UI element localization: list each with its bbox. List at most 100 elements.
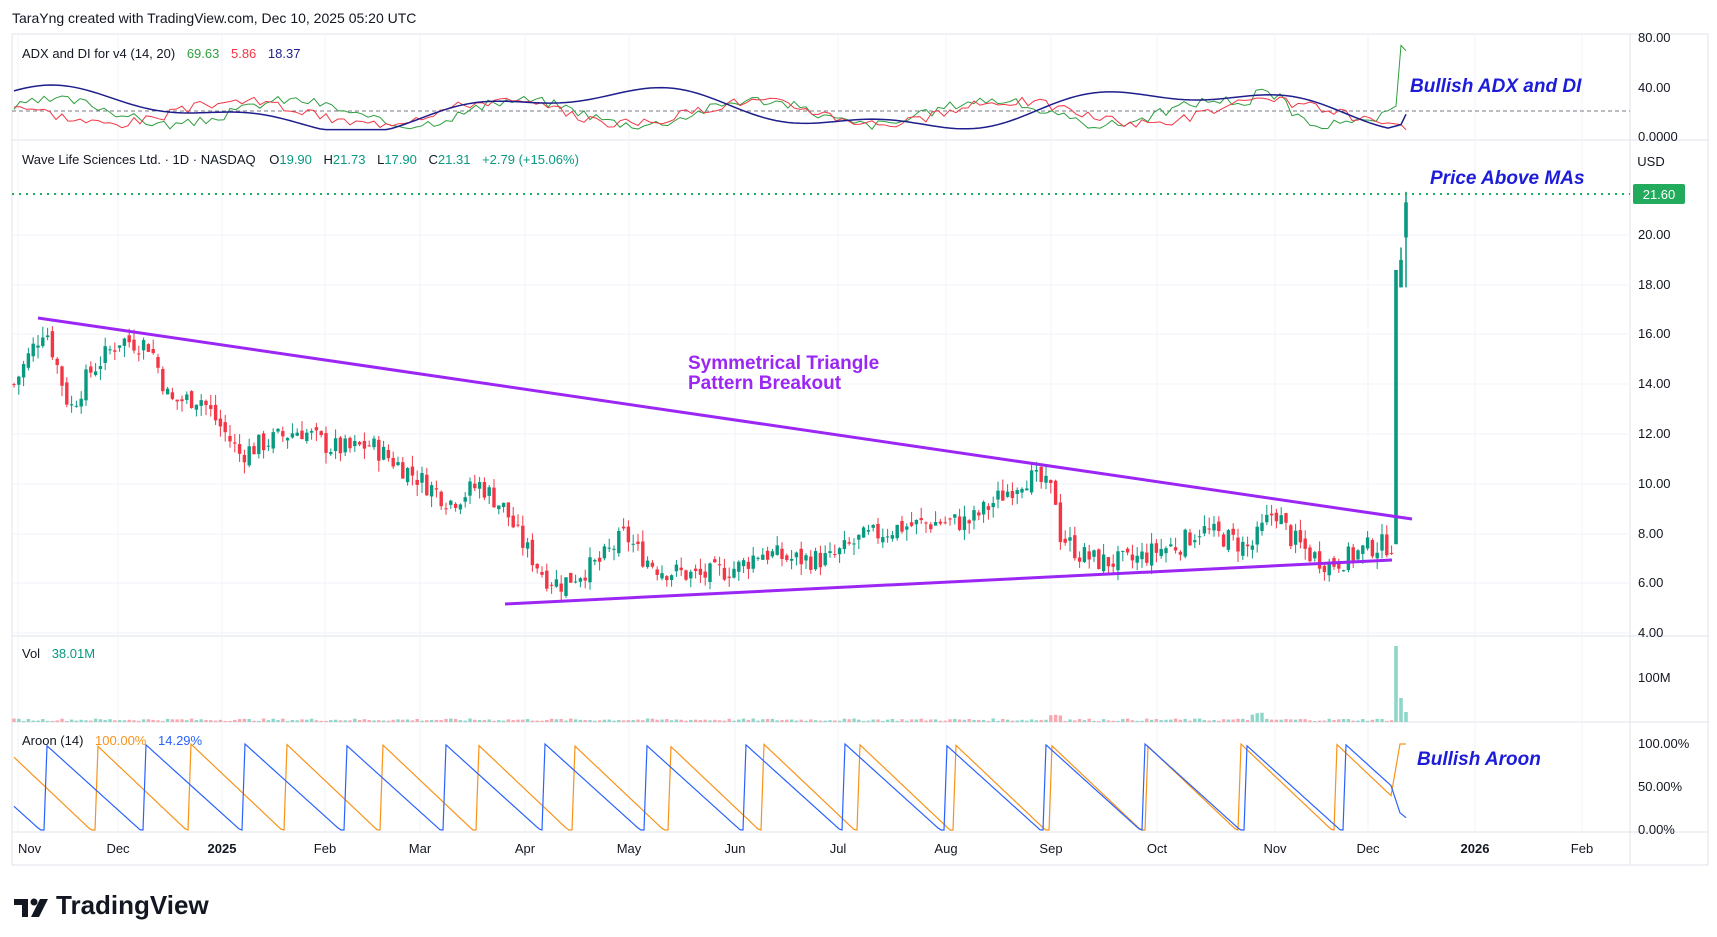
volume-bar xyxy=(103,719,107,722)
volume-bar xyxy=(69,719,74,722)
candle-body xyxy=(1116,551,1120,571)
volume-bar xyxy=(943,720,947,722)
volume-bar xyxy=(516,719,520,722)
volume-bar xyxy=(233,719,237,722)
candle-body xyxy=(1183,529,1187,557)
candle-body xyxy=(650,562,655,567)
candle-body xyxy=(569,572,573,583)
volume-bar xyxy=(554,719,559,722)
candle-body xyxy=(789,558,794,561)
candle-body xyxy=(468,481,472,496)
volume-bar xyxy=(996,720,1000,722)
candle-body xyxy=(12,384,16,386)
volume-bar xyxy=(60,718,64,722)
volume-bar xyxy=(1394,646,1398,722)
volume-bar xyxy=(857,719,861,722)
candle-body xyxy=(809,556,813,570)
candle-body xyxy=(871,525,875,528)
candle-body xyxy=(833,553,837,555)
candle-body xyxy=(156,356,160,368)
volume-bar xyxy=(463,720,467,722)
candle-body xyxy=(516,524,520,526)
candle-body xyxy=(727,576,731,578)
candle-body xyxy=(981,501,986,515)
time-axis-label: Feb xyxy=(314,841,336,856)
volume-bar xyxy=(741,718,746,722)
candle-body xyxy=(233,442,237,444)
volume-bar xyxy=(141,719,146,722)
candle-body xyxy=(842,540,847,550)
candle-body xyxy=(962,516,967,530)
volume-bar xyxy=(137,720,141,722)
candle-body xyxy=(333,438,338,452)
candle-body xyxy=(1125,548,1130,553)
candle-body xyxy=(439,491,443,507)
volume-bar xyxy=(645,718,650,722)
candle-body xyxy=(1337,563,1341,569)
adx-legend-plus: 69.63 xyxy=(187,46,220,61)
tradingview-logo[interactable]: TradingView xyxy=(14,890,209,921)
candle-body xyxy=(1097,549,1101,569)
candle-body xyxy=(84,369,88,401)
volume-bar xyxy=(1317,720,1322,722)
candle-body xyxy=(1308,547,1312,562)
candle-body xyxy=(530,539,535,566)
volume-bar xyxy=(165,718,170,722)
volume-bar xyxy=(333,719,338,722)
volume-bar xyxy=(938,720,943,722)
volume-bar xyxy=(612,720,616,722)
candle-body xyxy=(1284,513,1288,523)
volume-bar xyxy=(1178,719,1183,722)
volume-bar xyxy=(813,720,818,722)
candle-body xyxy=(1361,545,1365,554)
candle-body xyxy=(674,564,679,572)
candle-body xyxy=(1226,530,1231,550)
volume-bar xyxy=(1154,719,1159,722)
candle-body xyxy=(722,567,727,580)
volume-bar xyxy=(977,719,981,722)
volume-bar xyxy=(295,720,299,722)
volume-bar xyxy=(156,720,160,722)
candle-body xyxy=(1356,550,1360,560)
candle-body xyxy=(1145,552,1149,563)
upper-trendline xyxy=(37,316,1413,521)
candle-body xyxy=(602,546,607,559)
candle-body xyxy=(209,405,213,409)
candle-body xyxy=(612,548,616,550)
volume-bar xyxy=(477,720,482,722)
volume-bar xyxy=(708,720,712,722)
candle-body xyxy=(780,548,784,560)
volume-bar xyxy=(1341,719,1346,722)
volume-bar xyxy=(386,720,391,722)
candle-body xyxy=(473,483,477,489)
candle-body xyxy=(281,431,285,437)
candle-body xyxy=(621,526,626,529)
currency-label[interactable]: USD xyxy=(1637,154,1664,169)
volume-bar xyxy=(1337,719,1341,722)
volume-bar xyxy=(895,720,899,722)
volume-bar xyxy=(117,720,122,722)
volume-bar xyxy=(74,720,79,722)
time-axis-label: Feb xyxy=(1571,841,1593,856)
volume-bar xyxy=(353,718,357,722)
volume-bar xyxy=(785,719,789,722)
volume-bar xyxy=(674,719,679,722)
high-value: 21.73 xyxy=(333,152,366,167)
candle-body xyxy=(55,358,59,366)
candle-body xyxy=(1236,537,1240,552)
volume-bar xyxy=(314,720,319,722)
candle-body xyxy=(775,545,779,555)
volume-bar xyxy=(357,719,362,722)
volume-bar xyxy=(1183,718,1187,722)
volume-bar xyxy=(1298,719,1303,722)
volume-bar xyxy=(434,719,439,722)
volume-bar xyxy=(948,719,952,722)
volume-bar xyxy=(573,719,578,722)
candle-body xyxy=(1365,537,1370,549)
candle-body xyxy=(271,432,275,449)
candle-body xyxy=(756,557,760,559)
volume-bar xyxy=(84,720,88,722)
candle-body xyxy=(453,503,458,508)
volume-bar xyxy=(1260,712,1264,722)
